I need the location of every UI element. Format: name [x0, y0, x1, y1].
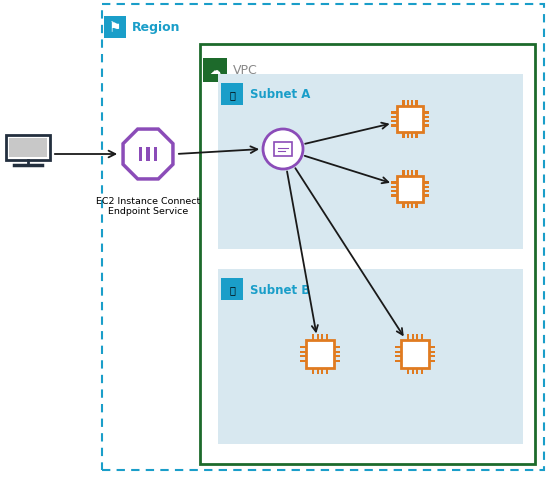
Bar — [326, 334, 328, 341]
Bar — [428, 351, 435, 353]
Bar — [423, 195, 429, 197]
Bar — [402, 341, 428, 368]
Bar — [391, 182, 397, 184]
Bar — [423, 121, 429, 123]
Bar — [334, 360, 340, 362]
Bar — [428, 355, 435, 358]
Bar — [411, 132, 413, 139]
Bar — [300, 346, 306, 348]
Bar — [421, 368, 423, 374]
Bar — [139, 147, 142, 162]
Text: ⚑: ⚑ — [109, 21, 121, 35]
Bar — [411, 334, 414, 341]
Bar — [391, 125, 397, 127]
Bar — [218, 269, 523, 444]
Bar — [411, 203, 413, 209]
Bar — [146, 147, 150, 162]
Bar — [334, 346, 340, 348]
Circle shape — [263, 130, 303, 169]
Bar — [317, 368, 319, 374]
Bar — [421, 334, 423, 341]
Text: EC2 Instance Connect
Endpoint Service: EC2 Instance Connect Endpoint Service — [96, 197, 200, 216]
Bar — [407, 368, 409, 374]
Text: 🔒: 🔒 — [229, 90, 235, 100]
Bar — [274, 143, 292, 156]
Text: VPC: VPC — [233, 64, 258, 77]
Bar — [423, 117, 429, 119]
Bar — [6, 136, 50, 161]
Bar — [395, 355, 402, 358]
Bar — [334, 351, 340, 353]
Bar — [397, 177, 423, 203]
Bar — [334, 355, 340, 358]
Bar — [391, 121, 397, 123]
Bar — [321, 368, 323, 374]
Bar — [403, 132, 405, 139]
Bar — [326, 368, 328, 374]
Bar — [423, 112, 429, 114]
Bar — [102, 5, 544, 470]
Bar — [403, 170, 405, 177]
Bar — [423, 125, 429, 127]
Bar — [415, 203, 417, 209]
FancyBboxPatch shape — [203, 59, 227, 83]
Bar — [406, 170, 409, 177]
Text: Subnet A: Subnet A — [250, 88, 310, 101]
Bar — [403, 203, 405, 209]
Bar — [397, 107, 423, 132]
Bar — [406, 132, 409, 139]
Bar — [391, 117, 397, 119]
Bar — [403, 101, 405, 107]
Bar — [391, 195, 397, 197]
Bar — [423, 182, 429, 184]
FancyBboxPatch shape — [221, 278, 243, 300]
Text: 🔒: 🔒 — [229, 285, 235, 294]
Bar — [407, 334, 409, 341]
Bar — [416, 334, 419, 341]
Bar — [416, 368, 419, 374]
Bar — [391, 112, 397, 114]
Bar — [415, 132, 417, 139]
FancyBboxPatch shape — [104, 17, 126, 39]
Bar — [415, 101, 417, 107]
Bar — [300, 351, 306, 353]
Bar — [9, 139, 47, 157]
Bar — [306, 341, 334, 368]
Bar — [300, 360, 306, 362]
Bar — [312, 368, 314, 374]
Bar — [406, 101, 409, 107]
Text: Region: Region — [132, 22, 180, 35]
FancyBboxPatch shape — [221, 84, 243, 106]
Bar — [406, 203, 409, 209]
Bar — [415, 170, 417, 177]
Bar — [317, 334, 319, 341]
Bar — [411, 101, 413, 107]
Text: ☁: ☁ — [210, 66, 221, 76]
Bar — [395, 346, 402, 348]
Bar — [300, 355, 306, 358]
Bar — [411, 170, 413, 177]
Bar — [391, 186, 397, 189]
Bar — [154, 147, 157, 162]
Bar — [391, 191, 397, 193]
Bar — [423, 186, 429, 189]
Bar — [411, 368, 414, 374]
Bar — [312, 334, 314, 341]
Text: Subnet B: Subnet B — [250, 283, 310, 296]
Bar — [395, 351, 402, 353]
Bar — [395, 360, 402, 362]
Bar — [428, 360, 435, 362]
Bar — [428, 346, 435, 348]
Polygon shape — [123, 130, 173, 180]
Bar — [321, 334, 323, 341]
Bar — [423, 191, 429, 193]
Bar — [218, 75, 523, 250]
Bar — [200, 45, 535, 464]
